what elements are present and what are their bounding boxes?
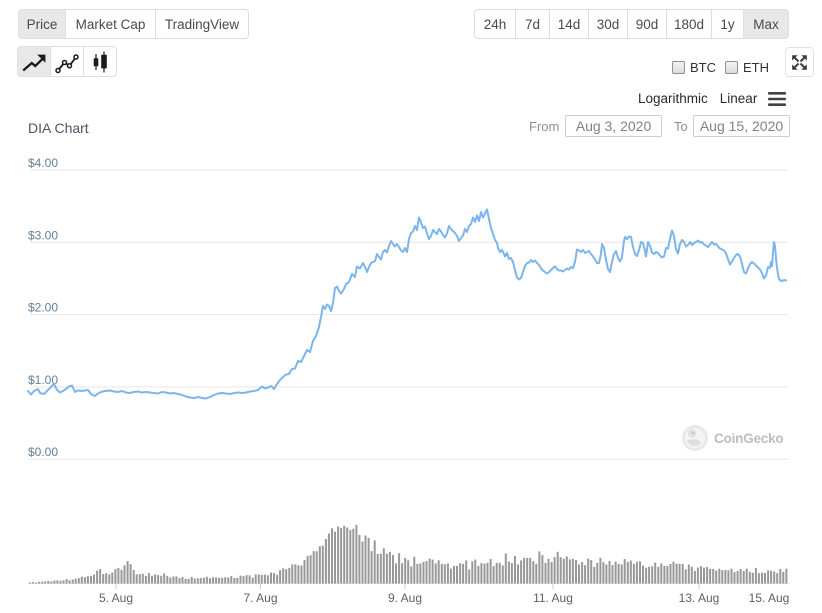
svg-text:$2.00: $2.00 bbox=[28, 301, 58, 315]
svg-text:CoinGecko: CoinGecko bbox=[714, 431, 783, 446]
svg-text:9. Aug: 9. Aug bbox=[388, 591, 422, 605]
svg-text:11. Aug: 11. Aug bbox=[533, 591, 573, 605]
svg-text:13. Aug: 13. Aug bbox=[679, 591, 720, 605]
svg-text:$0.00: $0.00 bbox=[28, 445, 58, 459]
svg-text:5. Aug: 5. Aug bbox=[99, 591, 133, 605]
svg-text:7. Aug: 7. Aug bbox=[243, 591, 277, 605]
svg-text:15. Aug: 15. Aug bbox=[749, 591, 790, 605]
svg-text:$1.00: $1.00 bbox=[28, 373, 58, 387]
svg-text:$4.00: $4.00 bbox=[28, 156, 58, 170]
svg-text:$3.00: $3.00 bbox=[28, 228, 58, 242]
